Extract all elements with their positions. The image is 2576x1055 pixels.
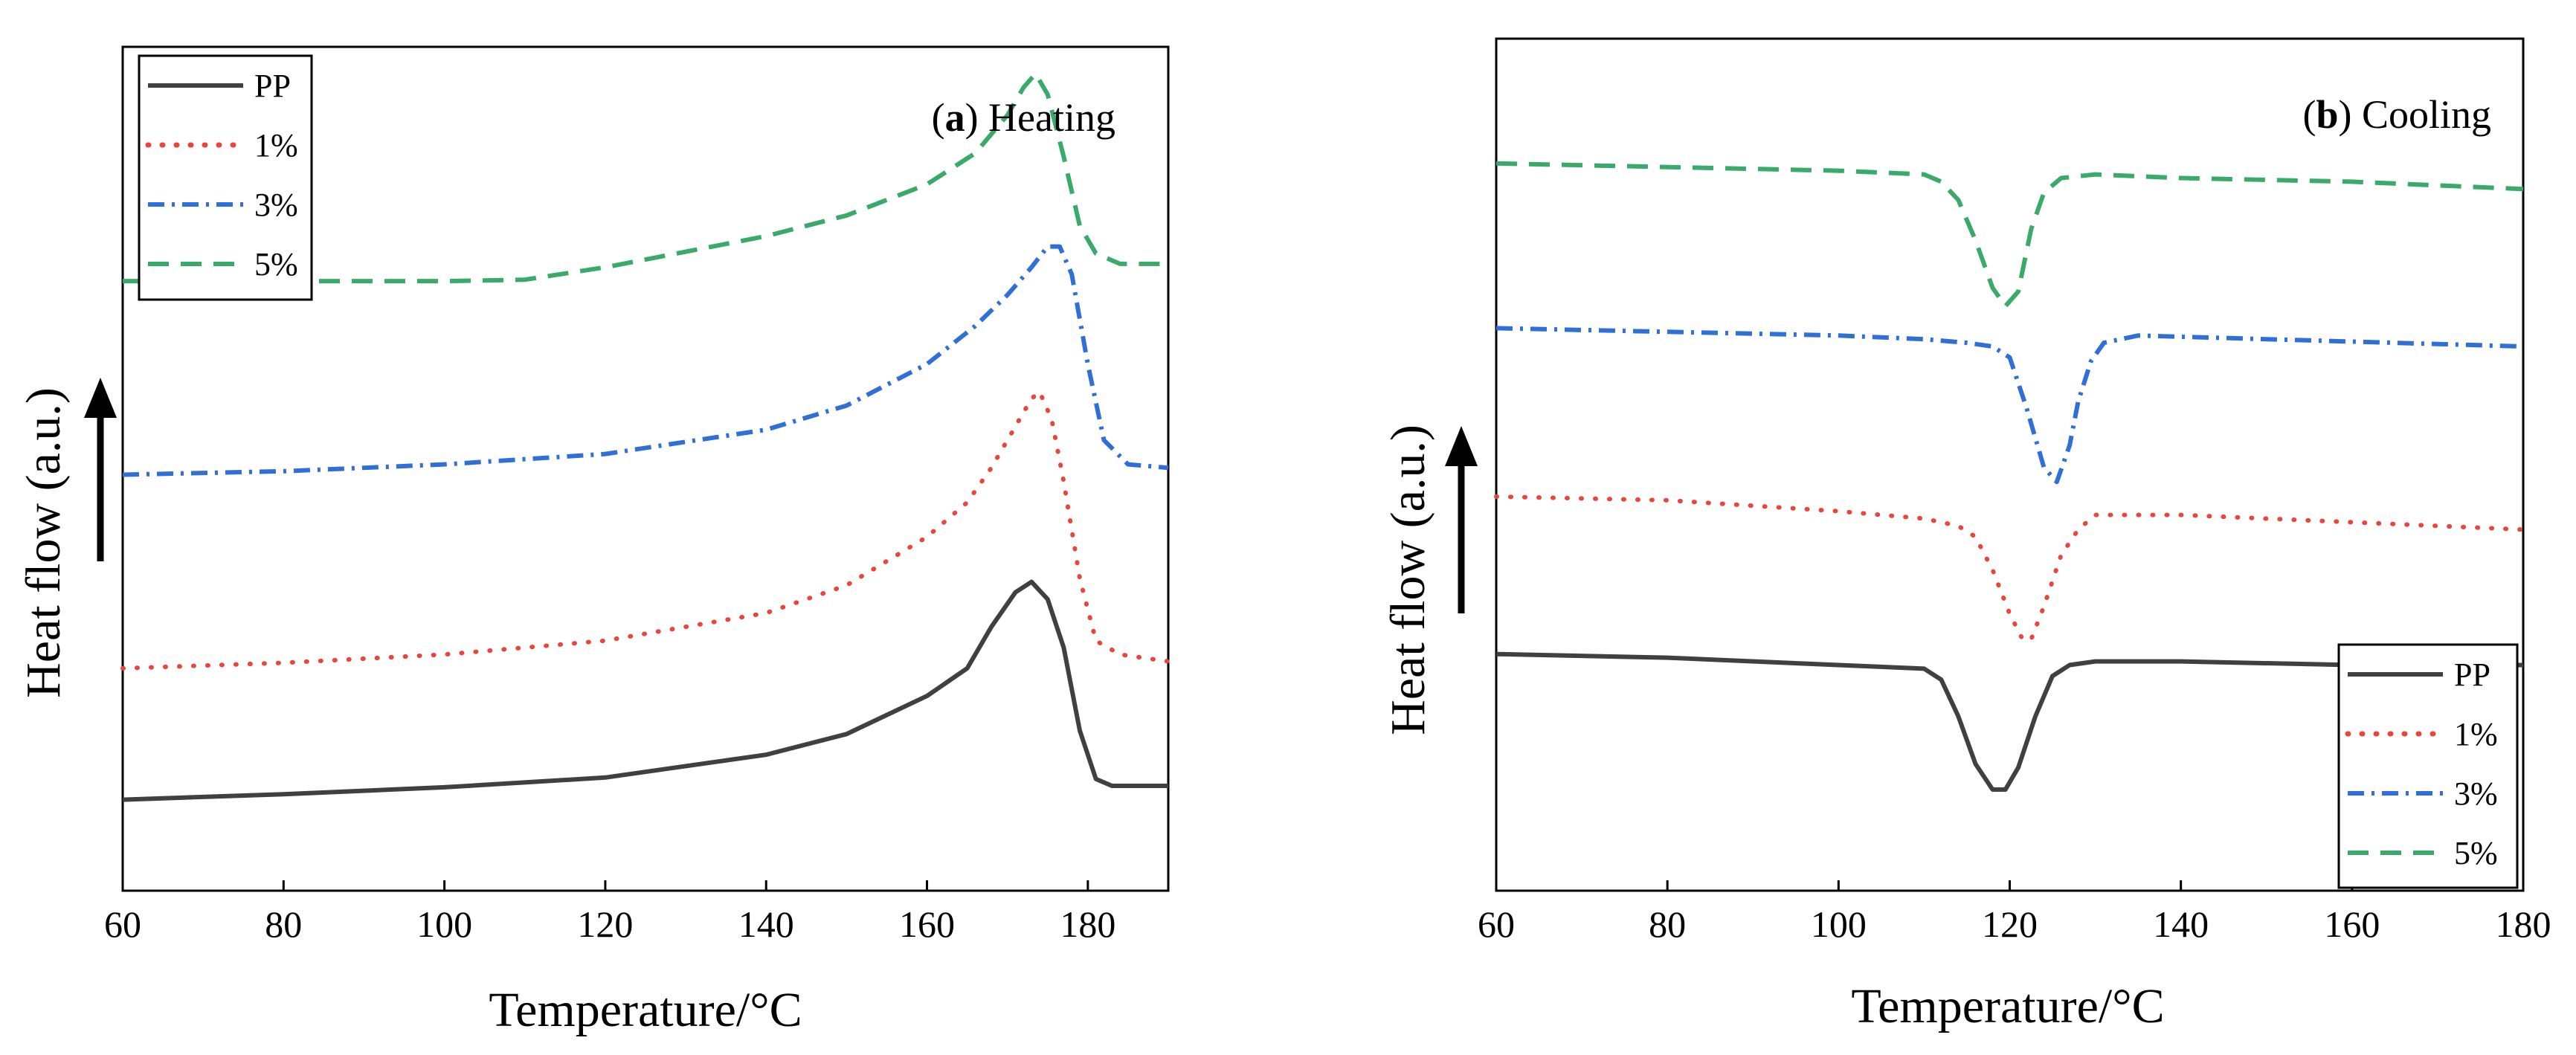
panel-letter: a	[945, 95, 965, 140]
x-tick-label: 80	[1649, 903, 1686, 945]
x-tick-label: 100	[1811, 903, 1867, 945]
plot-area-frame	[121, 45, 1170, 892]
legend-label: 5%	[254, 246, 298, 283]
panel-title: ) Cooling	[2338, 92, 2491, 137]
x-tick-label: 140	[2153, 903, 2209, 945]
arrow-up-icon	[84, 378, 117, 561]
legend-label: PP	[254, 68, 291, 104]
series-line-5pct	[123, 71, 1168, 284]
legend-label: 1%	[254, 127, 298, 164]
series-line-3pct	[1495, 326, 2524, 485]
x-tick-label: 120	[1982, 903, 2038, 945]
series-line-5pct	[1495, 161, 2524, 309]
curves	[1494, 161, 2525, 792]
x-tick-label: 160	[899, 903, 955, 945]
legend-label: 3%	[254, 187, 298, 223]
x-tick-label: 120	[577, 903, 633, 945]
series-line-pp	[1495, 651, 2523, 792]
legend-label: 3%	[2454, 775, 2498, 812]
y-axis-label: Heat flow (a.u.)	[16, 387, 71, 698]
legend-box	[2337, 643, 2519, 889]
series-line-1pct	[1494, 494, 2525, 642]
x-axis-label: Temperature/°C	[489, 983, 802, 1037]
x-axis-ticks: 60 80 100 120 140 160 180	[1478, 880, 2551, 945]
chart-cooling: 60 80 100 120 140 160 180 (b) Cooling PP 1% 3% 5%…	[1381, 37, 2551, 1033]
x-tick-label: 80	[265, 903, 302, 945]
series-line-pp	[122, 579, 1168, 802]
x-axis-label: Temperature/°C	[1851, 979, 2164, 1033]
x-tick-label: 180	[2496, 903, 2551, 945]
x-tick-label: 60	[104, 903, 141, 945]
series-line-3pct	[122, 244, 1169, 477]
arrow-up-icon	[1445, 426, 1478, 613]
legend-label: 5%	[2454, 835, 2498, 871]
panel-label: (a) Heating	[932, 95, 1115, 140]
legend-label: PP	[2454, 656, 2490, 693]
x-tick-label: 160	[2324, 903, 2380, 945]
x-tick-label: 100	[416, 903, 472, 945]
curves	[120, 71, 1171, 802]
legend: PP 1% 3% 5%	[2337, 643, 2519, 889]
panel-letter: b	[2316, 92, 2338, 137]
x-axis-ticks: 60 80 100 120 140 160 180	[104, 880, 1115, 945]
chart-heating: 60 80 100 120 140 160 180 (a) Heating PP 1% 3% 5%…	[16, 45, 1171, 1037]
legend-box	[138, 54, 313, 301]
x-tick-label: 140	[738, 903, 794, 945]
series-line-1pct	[120, 389, 1171, 671]
y-axis-label: Heat flow (a.u.)	[1381, 425, 1435, 735]
x-tick-label: 180	[1060, 903, 1115, 945]
legend: PP 1% 3% 5%	[138, 54, 313, 301]
x-tick-label: 60	[1478, 903, 1515, 945]
panel-label: (b) Cooling	[2302, 92, 2491, 137]
panel-title: ) Heating	[965, 95, 1115, 140]
legend-label: 1%	[2454, 716, 2498, 752]
